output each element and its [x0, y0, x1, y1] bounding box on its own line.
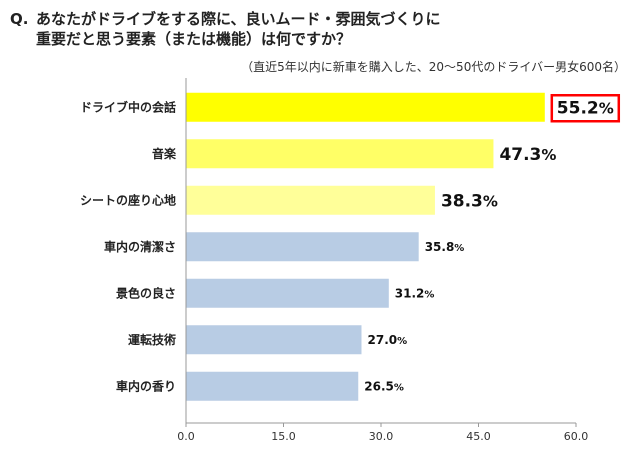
title-line-2: 重要だと思う要素（または機能）は何ですか？: [36, 30, 352, 48]
category-label: 音楽: [152, 146, 177, 161]
x-tick-label: 15.0: [271, 430, 296, 443]
question-prefix: Q.: [10, 10, 29, 28]
chart-title: Q. あなたがドライブをする際に、良いムード・雰囲気づくりに 重要だと思う要素（ま…: [10, 9, 441, 49]
x-tick-label: 0.0: [177, 430, 195, 443]
category-label: 車内の清潔さ: [104, 239, 176, 254]
bar: [186, 371, 359, 401]
category-label: 景色の良さ: [116, 285, 176, 300]
category-label: ドライブ中の会話: [80, 99, 176, 114]
x-tick-label: 60.0: [564, 430, 589, 443]
bar: [186, 92, 545, 122]
bar: [186, 232, 419, 262]
category-label: 運転技術: [128, 332, 176, 347]
value-label: 31.2%: [395, 286, 435, 300]
chart-subtitle: （直近5年以内に新車を購入した、20～50代のドライバー男女600名）: [241, 60, 626, 74]
highlight-box: [550, 94, 621, 123]
bar: [186, 139, 494, 169]
x-tick-label: 45.0: [466, 430, 491, 443]
value-label: 38.3%: [441, 191, 498, 211]
category-label: シートの座り心地: [80, 192, 176, 207]
value-label: 47.3%: [499, 145, 556, 165]
bar: [186, 325, 362, 355]
category-label: 車内の香り: [116, 378, 176, 393]
value-label: 55.2%: [557, 98, 614, 118]
bar: [186, 185, 435, 215]
title-line-1: あなたがドライブをする際に、良いムード・雰囲気づくりに: [36, 10, 441, 28]
x-tick-label: 30.0: [369, 430, 394, 443]
bar: [186, 278, 389, 308]
value-label: 26.5%: [364, 379, 404, 393]
value-label: 27.0%: [368, 333, 408, 347]
value-label: 35.8%: [425, 240, 465, 254]
